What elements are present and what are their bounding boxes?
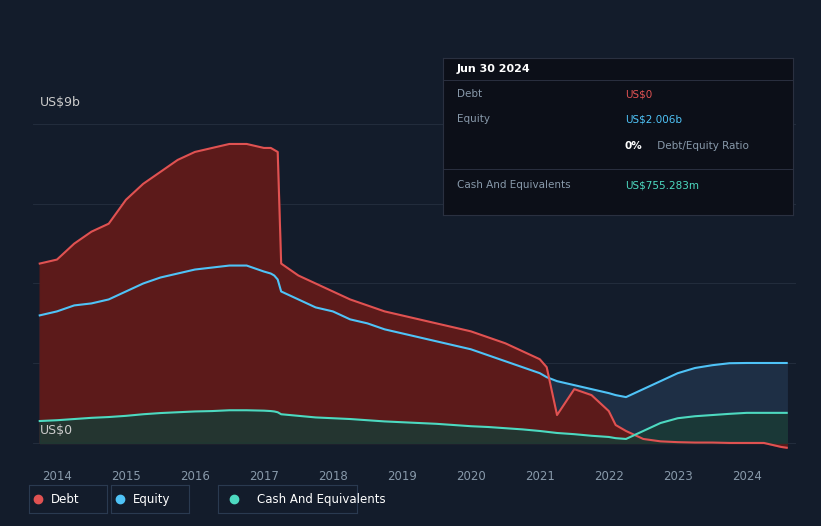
Text: US$0: US$0 (39, 424, 73, 437)
Text: Equity: Equity (133, 493, 170, 505)
Text: US$9b: US$9b (39, 96, 80, 109)
Text: Cash And Equivalents: Cash And Equivalents (257, 493, 385, 505)
Text: Debt: Debt (51, 493, 79, 505)
